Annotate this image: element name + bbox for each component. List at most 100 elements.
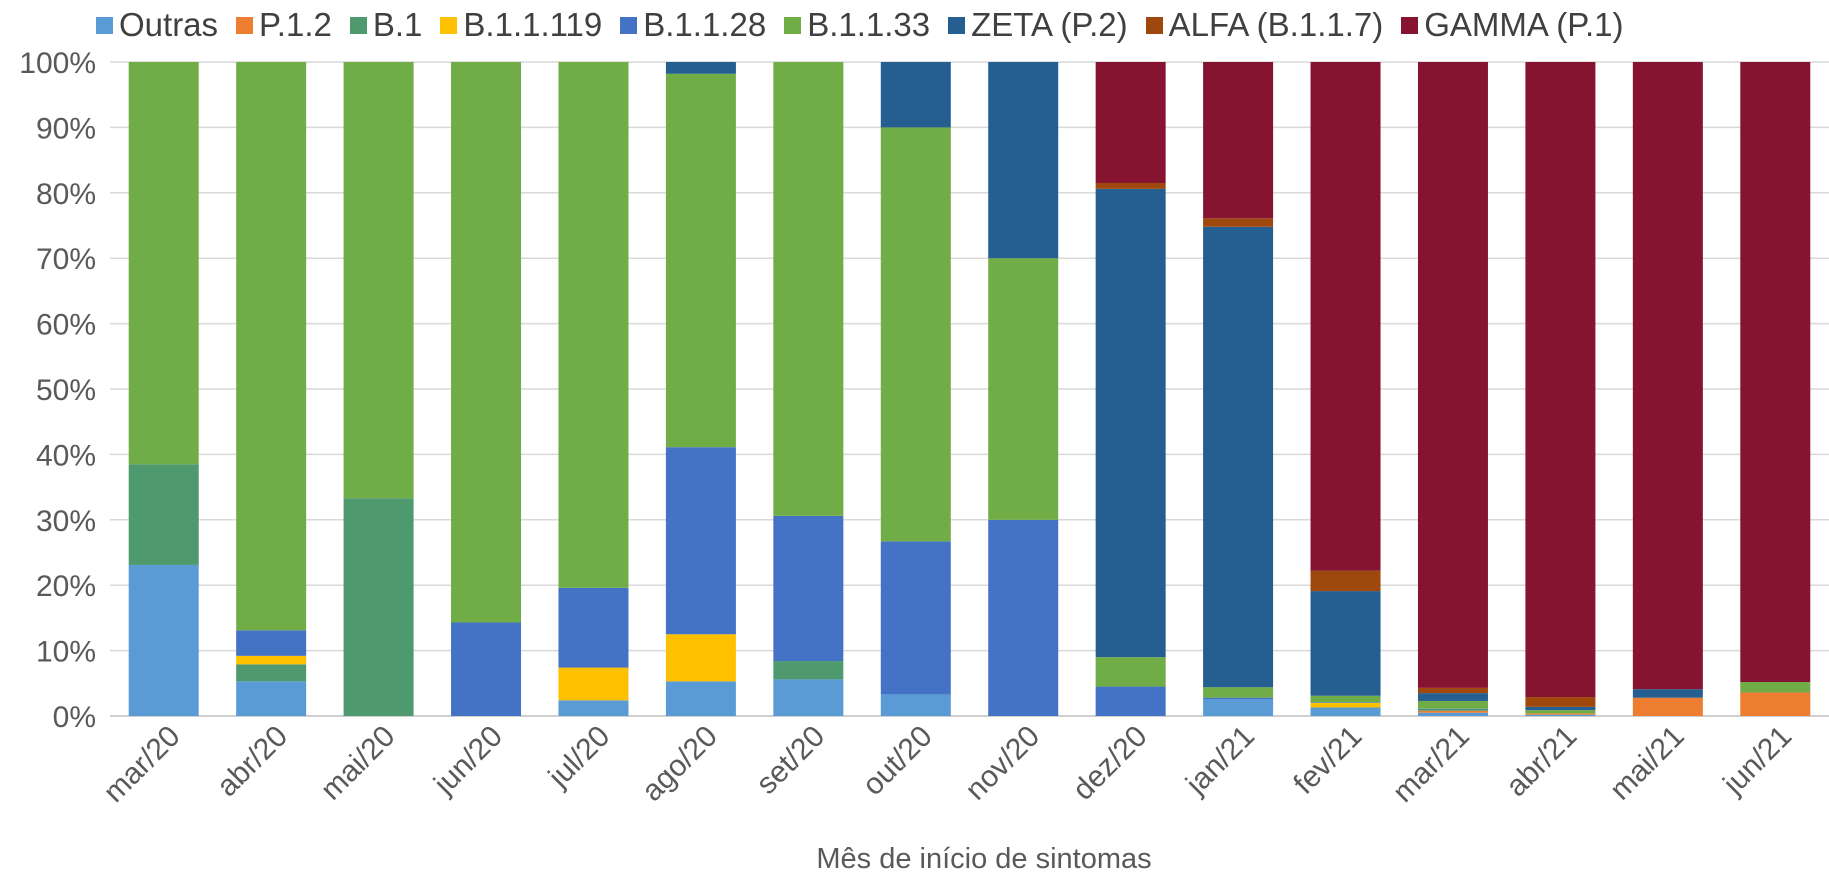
bar-segment xyxy=(1417,700,1488,709)
bar-segment xyxy=(1525,714,1596,716)
bar-segment xyxy=(236,664,307,682)
legend-swatch xyxy=(1401,16,1419,34)
bar-segment xyxy=(1203,687,1274,698)
x-tick-label: abr/20 xyxy=(211,720,294,803)
bar-segment xyxy=(665,681,736,716)
bar-segment xyxy=(1203,62,1274,219)
bar-segment xyxy=(1310,62,1381,571)
legend-item: Outras xyxy=(96,6,218,44)
bar-segment xyxy=(1417,693,1488,701)
bar-segment xyxy=(988,62,1059,259)
bar-segment xyxy=(880,127,951,542)
bar-segment xyxy=(773,62,844,516)
y-tick-label: 50% xyxy=(36,374,96,407)
x-tick-label: nov/20 xyxy=(959,720,1046,807)
legend-label: ALFA (B.1.1.7) xyxy=(1168,6,1384,43)
bar-segment xyxy=(1203,226,1274,688)
legend-item: B.1 xyxy=(349,6,422,44)
y-tick-label: 70% xyxy=(36,243,96,276)
y-tick-label: 60% xyxy=(36,309,96,342)
legend-swatch xyxy=(349,16,367,34)
bar-segment xyxy=(665,447,736,635)
bar-segment xyxy=(1525,62,1596,698)
x-tick-label: mar/21 xyxy=(1387,720,1476,809)
y-tick-label: 80% xyxy=(36,178,96,211)
x-tick-label: mai/21 xyxy=(1604,720,1691,807)
bar-segment xyxy=(1203,697,1274,699)
bar-segment xyxy=(1632,689,1703,698)
x-tick-label: jun/20 xyxy=(427,720,509,802)
x-axis-title: Mês de início de sintomas xyxy=(816,843,1151,872)
y-tick-label: 30% xyxy=(36,505,96,538)
legend-swatch xyxy=(96,16,113,34)
x-tick-label: dez/20 xyxy=(1067,720,1154,807)
x-tick-label: jun/21 xyxy=(1716,720,1798,802)
y-tick-label: 90% xyxy=(36,112,96,145)
y-tick-label: 20% xyxy=(36,570,96,603)
legend-label: B.1.1.28 xyxy=(643,6,767,43)
bar-segment xyxy=(128,62,199,465)
y-tick-label: 0% xyxy=(53,701,96,734)
bar-segment xyxy=(558,587,629,668)
bar-segment xyxy=(880,541,951,695)
bar-segment xyxy=(1310,702,1381,708)
bar-segment xyxy=(773,679,844,716)
bar-segment xyxy=(236,62,307,631)
bar-segment xyxy=(236,630,307,656)
legend-label: ZETA (P.2) xyxy=(971,6,1128,43)
x-tick-label: out/20 xyxy=(856,720,938,802)
bar-segment xyxy=(1310,570,1381,592)
legend-item: B.1.1.28 xyxy=(620,6,766,44)
legend-item: P.1.2 xyxy=(236,6,332,44)
legend-swatch xyxy=(948,16,966,34)
bar-segment xyxy=(128,564,199,716)
x-tick-label: fev/21 xyxy=(1287,720,1368,801)
legend-swatch xyxy=(620,16,638,34)
bar-segment xyxy=(1417,709,1488,711)
bar-segment xyxy=(1632,62,1703,690)
bar-segment xyxy=(1417,712,1488,716)
bar-segment xyxy=(236,681,307,716)
y-tick-label: 40% xyxy=(36,439,96,472)
bar-segment xyxy=(880,62,951,128)
bar-segment xyxy=(128,464,199,565)
bars xyxy=(128,62,1811,716)
legend-label: B.1.1.33 xyxy=(807,6,931,43)
legend-label: GAMMA (P.1) xyxy=(1424,6,1624,43)
bar-segment xyxy=(343,498,414,716)
bar-segment xyxy=(1310,702,1381,703)
bar-segment xyxy=(1310,695,1381,703)
bar-segment xyxy=(1203,218,1274,227)
bar-segment xyxy=(1417,710,1488,713)
y-tick-label: 100% xyxy=(19,47,96,80)
bar-segment xyxy=(880,694,951,716)
legend-item: ALFA (B.1.1.7) xyxy=(1145,6,1384,44)
bar-segment xyxy=(1525,706,1596,711)
legend-label: P.1.2 xyxy=(259,6,332,43)
bar-segment xyxy=(1740,62,1811,682)
bar-segment xyxy=(558,700,629,716)
bar-segment xyxy=(1417,62,1488,688)
legend-item: ZETA (P.2) xyxy=(948,6,1128,44)
x-tick-label: mar/20 xyxy=(97,720,186,809)
y-tick-label: 10% xyxy=(36,636,96,669)
bar-segment xyxy=(1095,62,1166,183)
legend-label: Outras xyxy=(119,6,219,43)
legend-item: B.1.1.33 xyxy=(784,6,930,44)
bar-segment xyxy=(773,515,844,662)
x-tick-label: jul/20 xyxy=(542,720,617,795)
x-tick-label: ago/20 xyxy=(636,720,724,808)
legend-swatch xyxy=(236,16,254,34)
bar-segment xyxy=(1632,697,1703,716)
chart-legend: Outras P.1.2 B.1 B.1.1.119 B.1.1.28 B.1.1.33 Z… xyxy=(96,0,1642,50)
bar-segment xyxy=(665,62,736,74)
bar-segment xyxy=(1417,708,1488,710)
bar-segment xyxy=(451,622,522,716)
bar-segment xyxy=(1203,698,1274,716)
legend-item: B.1.1.119 xyxy=(440,6,602,44)
bar-segment xyxy=(1525,697,1596,707)
legend-label: B.1.1.119 xyxy=(463,6,603,43)
bar-segment xyxy=(988,519,1059,716)
